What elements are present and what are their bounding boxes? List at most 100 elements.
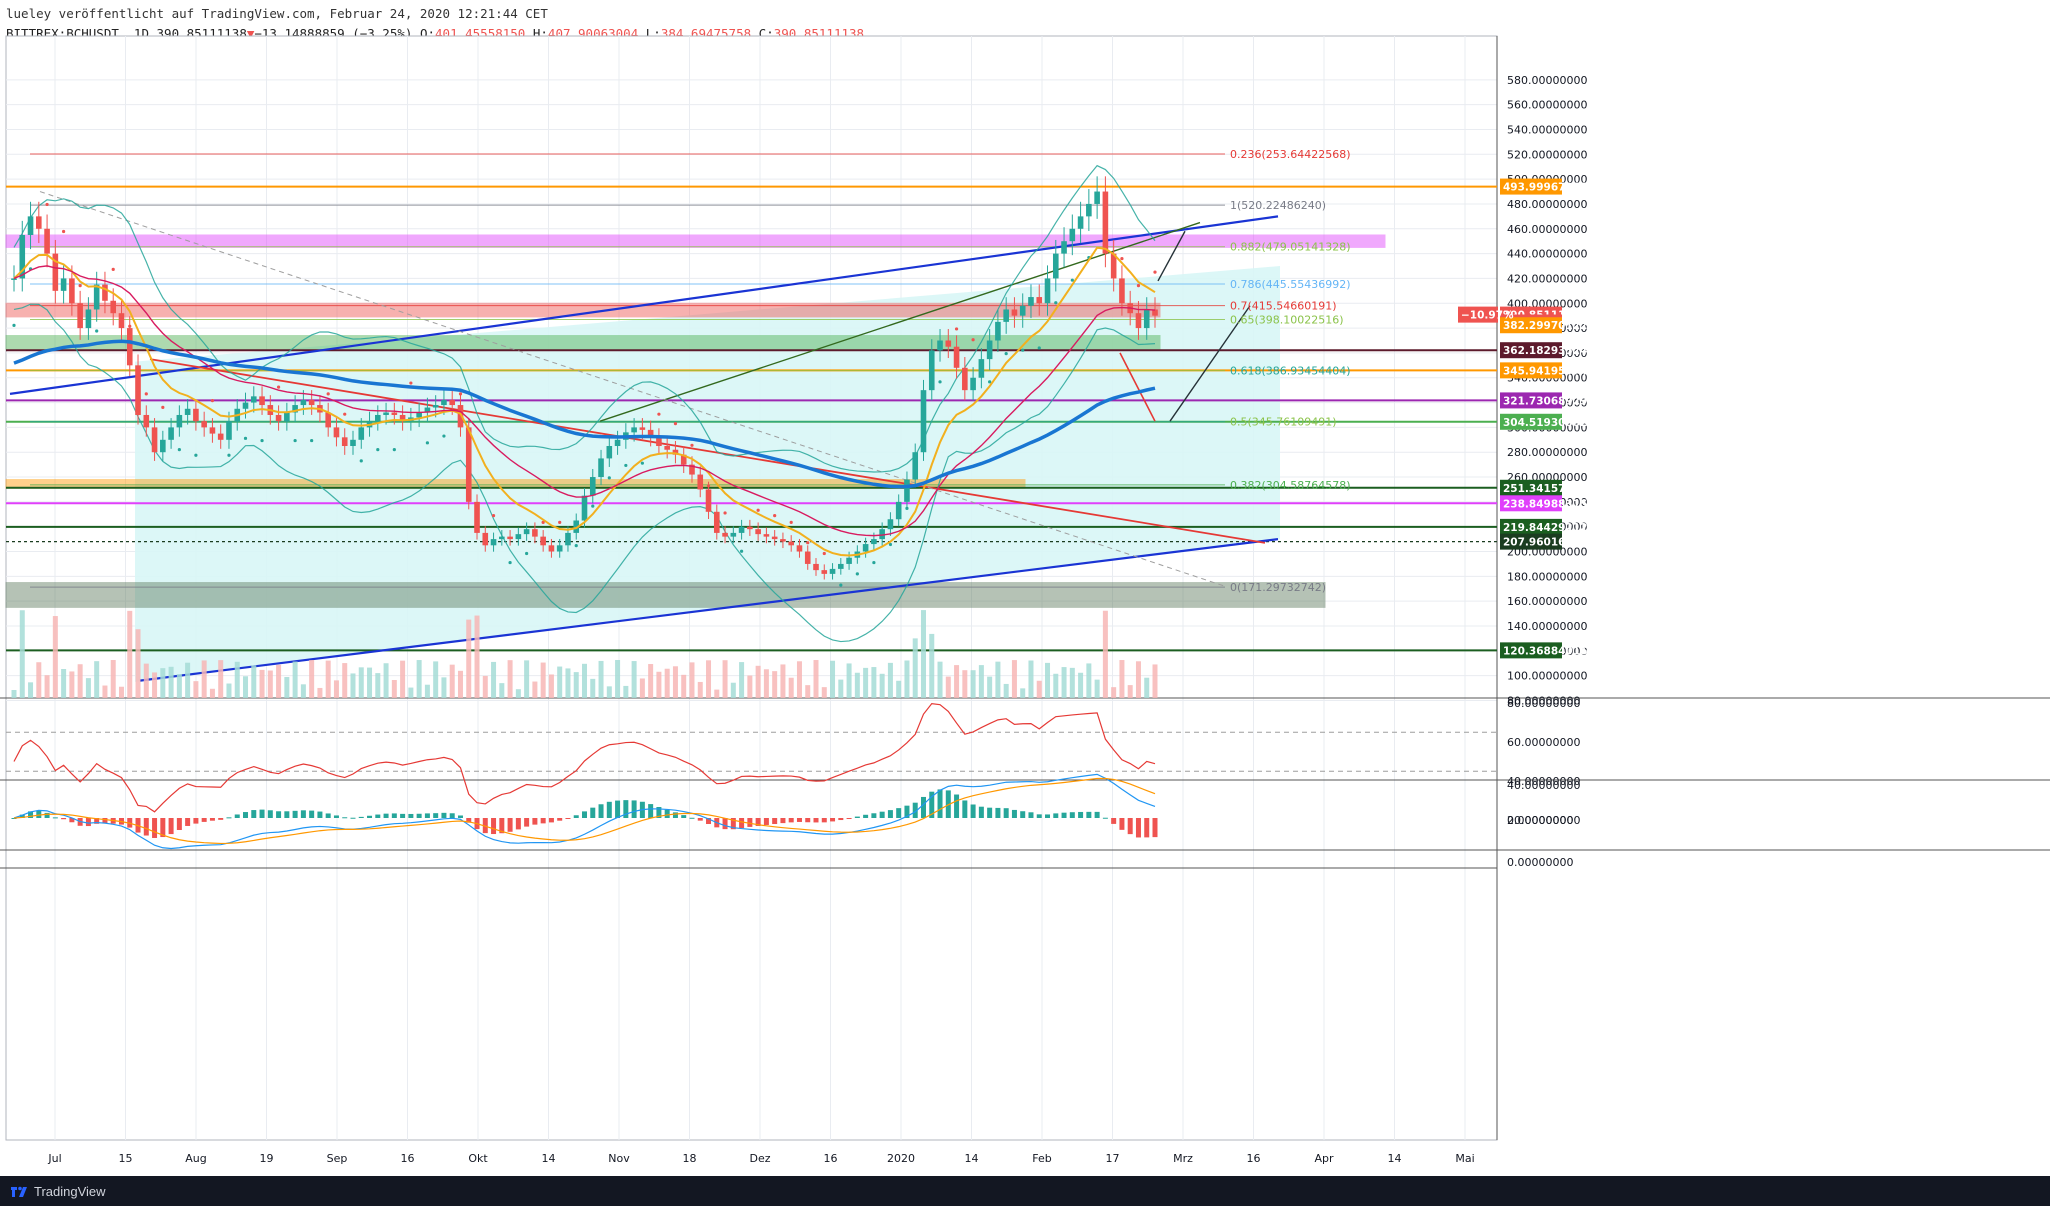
candle-body [391, 412, 398, 415]
tradingview-logo-icon[interactable] [10, 1184, 28, 1198]
candle-body [771, 536, 778, 540]
volume-bar [292, 661, 298, 698]
macd-histogram-bar [1135, 818, 1141, 838]
volume-bar [11, 690, 17, 698]
macd-histogram-bar [706, 818, 712, 825]
volume-bar [763, 669, 769, 698]
price-level-tag-label: 238.84988315 [1503, 498, 1587, 510]
candle-body [887, 519, 894, 530]
macd-histogram-bar [61, 818, 67, 820]
macd-histogram-bar [226, 817, 232, 819]
macd-histogram-bar [1020, 811, 1026, 818]
volume-bar [135, 629, 141, 698]
volume-bar [449, 664, 455, 698]
volume-bar [267, 670, 273, 698]
price-level-tag [1500, 342, 1562, 359]
candle-body [606, 446, 613, 459]
candle-body [69, 278, 75, 304]
macd-histogram-bar [582, 811, 587, 818]
candle-body [399, 414, 406, 422]
volume-bar [176, 674, 182, 698]
arrow-up-black [1157, 230, 1186, 282]
macd-histogram-bar [929, 791, 935, 818]
macd-histogram-bar [755, 818, 761, 826]
candle-body [341, 437, 348, 447]
price-level-tag-label: 382.29970122 [1503, 320, 1587, 332]
volume-bar [1028, 660, 1034, 698]
volume-bars [11, 610, 1158, 698]
macd-histogram-bar [887, 810, 893, 818]
volume-bar [1045, 662, 1051, 698]
macd-histogram-bar [863, 814, 869, 818]
macd-tick-label: 0.00000000 [1507, 814, 1573, 827]
candle-body [383, 412, 389, 415]
volume-bar [85, 678, 91, 698]
macd-histogram-bar [1036, 814, 1042, 818]
macd-histogram-bar [1061, 812, 1067, 818]
candle-body [19, 234, 26, 279]
macd-signal-line [13, 777, 1156, 845]
candle-body [160, 439, 166, 453]
volume-bar [821, 687, 827, 698]
price-level-tag [1500, 495, 1562, 512]
sar-dot [1004, 351, 1008, 356]
fib-level-label: 0.7(415.54660191) [1230, 300, 1337, 313]
candle-body [680, 454, 687, 465]
sar-dot [574, 544, 578, 548]
price-level-tag-label: 207.96016103 [1503, 537, 1587, 549]
candle-body [499, 536, 505, 540]
price-chart[interactable]: 1(520.22486240) 0.882(479.05141328) 0.786(… [0, 0, 2050, 1176]
candle-body [217, 433, 224, 440]
volume-bar [1020, 688, 1026, 698]
macd-histogram-bar [292, 810, 298, 818]
time-tick-label: Sep [327, 1152, 348, 1165]
macd-histogram-bar [854, 816, 860, 818]
volume-bar [813, 660, 819, 698]
volume-bar [259, 669, 265, 698]
time-tick-label: 19 [260, 1152, 274, 1165]
macd-histogram-bar [590, 807, 596, 818]
volume-bar [706, 660, 712, 698]
macd-histogram-bar [1053, 813, 1059, 818]
volume-bar [350, 673, 356, 698]
time-tick-label: Feb [1032, 1152, 1051, 1165]
volume-bar [681, 674, 687, 698]
volume-bar [1094, 679, 1100, 698]
macd-histogram-bar [846, 818, 852, 819]
time-tick-label: 17 [1106, 1152, 1120, 1165]
sar-dot [1021, 348, 1025, 352]
candle-body [697, 474, 704, 490]
macd-histogram-bar [416, 813, 422, 818]
macd-histogram-bar [1045, 814, 1051, 818]
volume-bar [830, 660, 836, 698]
volume-bar [1003, 683, 1009, 698]
candle-body [1143, 309, 1150, 329]
volume-bar [582, 663, 587, 698]
time-tick-label: 18 [683, 1152, 697, 1165]
candle-body [490, 539, 497, 546]
candle-body [350, 439, 356, 447]
macd-histogram-bar [656, 807, 662, 818]
candle-body [259, 396, 265, 406]
macd-histogram-bar [515, 818, 521, 830]
candle-body [110, 300, 117, 314]
sar-dot [392, 448, 396, 452]
macd-histogram-bar [912, 802, 918, 818]
macd-histogram-bar [648, 804, 654, 818]
volume-bar [879, 673, 885, 698]
candle-body [738, 526, 745, 533]
macd-histogram-bar [1119, 818, 1125, 830]
time-tick-label: 15 [119, 1152, 133, 1165]
rsi-pane [6, 702, 1497, 813]
macd-histogram-bar [36, 810, 42, 818]
time-axis[interactable]: Jul 15 Aug 19 Sep 16 Okt 14 Nov 18 Dez 16 2020 14 Feb 1… [47, 1152, 1474, 1165]
candle-body [151, 427, 158, 453]
volume-bar [234, 661, 240, 698]
volume-bar [342, 663, 348, 698]
macd-histogram-bar [978, 806, 984, 818]
publisher-line: lueley veröffentlicht auf TradingView.co… [6, 6, 548, 21]
candle-body [60, 278, 67, 291]
trendline-lower [139, 538, 1279, 682]
sar-dot [971, 338, 975, 342]
price-axis[interactable]: 580.00000000 560.00000000 540.00000000 520.… [1458, 74, 1587, 869]
